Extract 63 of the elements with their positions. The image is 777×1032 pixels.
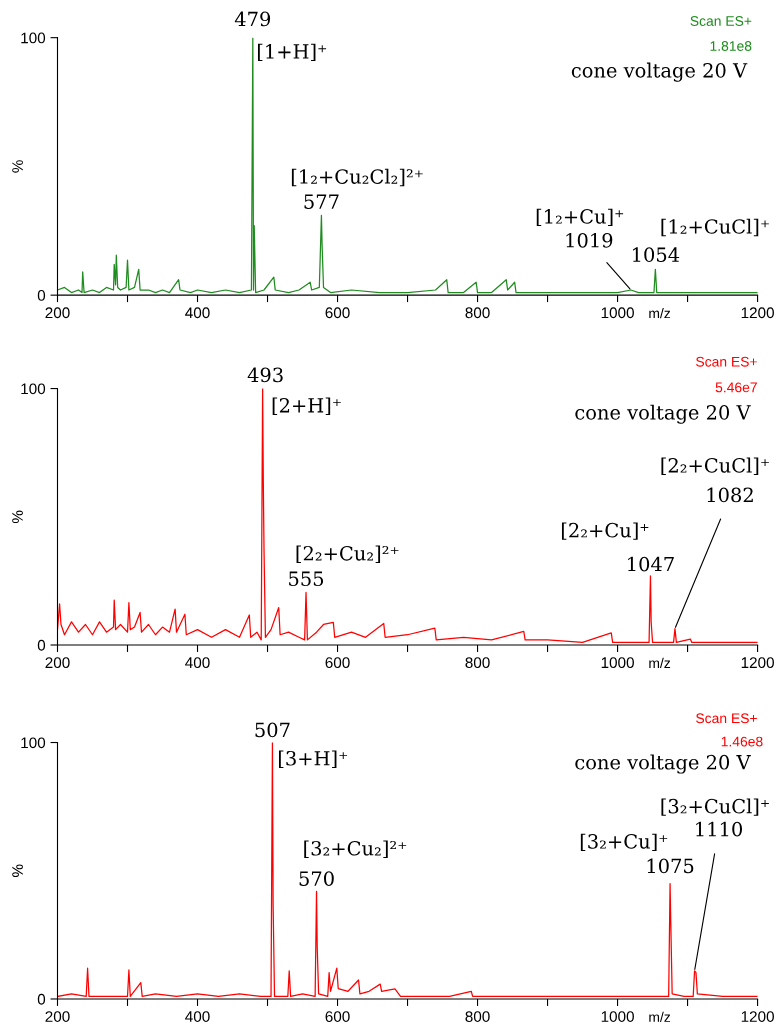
y-tick-label: 0 [37, 290, 46, 301]
annotation: [3₂+Cu]⁺ [580, 833, 668, 851]
annotation: [3+H]⁺ [278, 750, 348, 768]
x-tick-label: 400 [185, 307, 210, 319]
annotation: 493 [247, 367, 283, 383]
x-tick-label: 1200 [741, 1011, 774, 1022]
x-tick-label: 800 [465, 307, 490, 319]
x-tick-label: 1000 [601, 657, 634, 669]
annotation: [2₂+CuCl]⁺ [661, 457, 769, 475]
y-tick-label: 100 [21, 383, 46, 395]
annotation: [2+H]⁺ [272, 397, 341, 415]
text: Scan ES+ [690, 16, 752, 26]
annotation: 1082 [707, 487, 753, 503]
annotation: cone voltage 20 V [571, 62, 748, 82]
y-axis-title: % [12, 864, 23, 877]
annotation: 555 [289, 571, 324, 587]
annotation: [1₂+Cu₂Cl₂]²⁺ [291, 168, 423, 187]
annotation: [2₂+Cu]⁺ [561, 522, 649, 540]
x-axis-title: m/z [649, 308, 671, 319]
annotation: 479 [234, 11, 271, 27]
x-tick-label: 800 [465, 657, 490, 669]
x-tick-label: 1000 [601, 1011, 634, 1022]
annotation: 1.81e8 [710, 41, 752, 51]
text: Scan ES+ [696, 713, 757, 724]
annotation: cone voltage 20 V [575, 404, 751, 424]
x-axis-title: m/z [649, 657, 671, 669]
x-tick-label: 800 [465, 1011, 490, 1022]
x-tick-label: 600 [325, 657, 350, 669]
x-tick-label: 400 [185, 657, 210, 669]
x-tick-label: 600 [325, 1011, 350, 1022]
annotation: 577 [304, 194, 339, 209]
annotation: [3₂+CuCl]⁺ [661, 798, 769, 816]
annotation: [1+H]⁺ [257, 43, 327, 62]
x-axis-title: m/z [649, 1011, 671, 1022]
annotation: 1019 [566, 232, 613, 248]
x-tick-label: 1000 [601, 307, 634, 319]
y-axis-title: % [12, 160, 23, 173]
annotation: [1₂+CuCl]⁺ [661, 218, 769, 237]
annotation: 5.46e7 [715, 382, 757, 393]
x-tick-label: 200 [45, 307, 70, 319]
y-tick-label: 0 [37, 993, 46, 1005]
y-tick-label: 0 [37, 639, 46, 651]
x-tick-label: 200 [45, 657, 70, 669]
x-tick-label: 400 [185, 1011, 210, 1022]
annotation: cone voltage 20 V [575, 754, 751, 774]
x-tick-label: 200 [45, 1011, 70, 1022]
annotation: 570 [299, 871, 334, 886]
annotation: 1054 [632, 247, 680, 263]
annotation: 1110 [696, 821, 743, 837]
x-tick-label: 1200 [741, 657, 774, 669]
annotation: 1075 [647, 858, 694, 874]
annotation: [2₂+Cu₂]²⁺ [296, 545, 399, 563]
text: Scan ES+ [696, 356, 757, 367]
annotation: [1₂+Cu]⁺ [536, 208, 624, 227]
y-tick-label: 100 [21, 737, 46, 749]
y-axis-title: % [12, 510, 23, 524]
annotation: 507 [255, 722, 290, 738]
annotation: 1.46e8 [721, 736, 763, 747]
annotation: [3₂+Cu₂]²⁺ [304, 840, 407, 858]
annotation: 1047 [628, 556, 674, 572]
x-tick-label: 600 [325, 307, 350, 319]
x-tick-label: 1200 [741, 307, 774, 319]
y-tick-label: 100 [21, 32, 46, 44]
